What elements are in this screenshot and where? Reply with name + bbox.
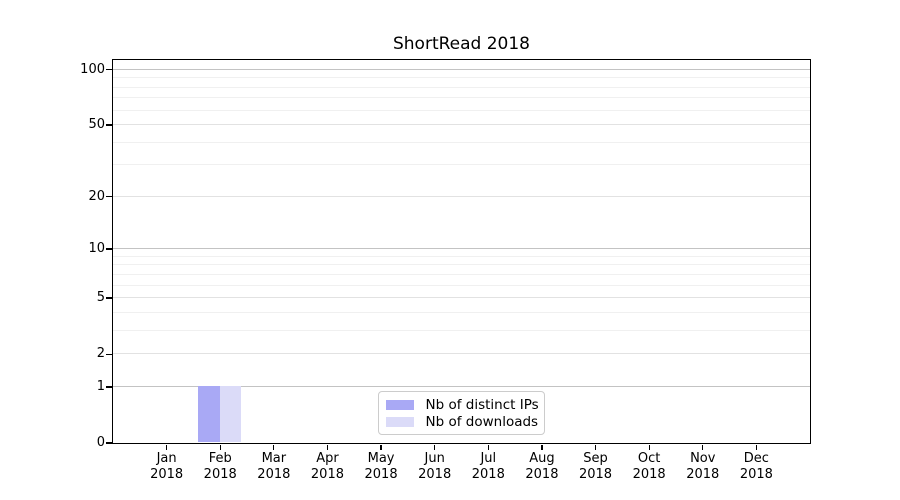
x-tick-label-apr: Apr 2018: [287, 451, 367, 483]
x-tick-label-may: May 2018: [341, 451, 421, 483]
x-tick-label-mar: Mar 2018: [234, 451, 314, 483]
x-tick-jul: [487, 444, 489, 450]
x-tick-year-jan: 2018: [150, 467, 184, 482]
gridline-1: [112, 385, 810, 387]
legend-label-distinct-ips: Nb of distinct IPs: [425, 396, 539, 413]
y-tick-label-50: 50: [88, 117, 105, 133]
x-tick-month-mar: Mar: [261, 451, 287, 466]
x-tick-month-jan: Jan: [156, 451, 177, 466]
chart-title: ShortRead 2018: [392, 34, 530, 54]
x-tick-month-jul: Jul: [480, 451, 497, 466]
gridline-minor-80: [112, 86, 810, 88]
x-tick-may: [380, 444, 382, 450]
gridline-minor-3: [112, 329, 810, 331]
x-tick-year-sep: 2018: [578, 467, 613, 482]
x-tick-month-nov: Nov: [690, 451, 716, 466]
y-tick-5: [105, 297, 112, 299]
x-tick-month-may: May: [367, 451, 395, 466]
x-tick-label-jul: Jul 2018: [448, 451, 528, 483]
gridline-2: [112, 353, 810, 355]
x-tick-year-dec: 2018: [739, 467, 773, 482]
y-tick-100: [105, 69, 112, 71]
gridline-minor-90: [112, 77, 810, 79]
x-tick-label-sep: Sep 2018: [556, 451, 636, 483]
x-tick-apr: [326, 444, 329, 450]
y-tick-label-5: 5: [96, 290, 105, 306]
y-tick-label-100: 100: [80, 61, 105, 77]
x-tick-month-feb: Feb: [208, 451, 232, 466]
legend-swatch-downloads: [385, 416, 414, 427]
x-tick-month-oct: Oct: [637, 451, 661, 466]
legend-swatch-distinct-ips: [385, 399, 414, 410]
y-tick-1: [105, 386, 112, 388]
x-tick-label-oct: Oct 2018: [609, 451, 689, 483]
x-tick-year-aug: 2018: [525, 467, 559, 482]
gridline-50: [112, 124, 810, 126]
plot-area: Nb of distinct IPs Nb of downloads: [111, 58, 811, 444]
x-tick-aug: [541, 444, 543, 450]
y-tick-20: [105, 196, 112, 198]
x-tick-jan: [165, 444, 168, 450]
gridline-20: [112, 195, 810, 197]
gridline-minor-70: [112, 97, 810, 99]
y-tick-50: [105, 124, 112, 126]
x-tick-month-apr: Apr: [316, 451, 339, 466]
y-tick-label-2: 2: [96, 346, 105, 362]
y-tick-2: [105, 353, 112, 355]
gridline-minor-40: [112, 141, 810, 143]
gridline-100: [112, 68, 810, 70]
x-tick-dec: [755, 444, 758, 450]
x-tick-label-feb: Feb 2018: [180, 451, 260, 483]
x-tick-oct: [648, 444, 650, 450]
y-tick-label-0: 0: [96, 435, 105, 450]
y-tick-10: [105, 248, 112, 250]
y-tick-0: [105, 442, 112, 444]
gridline-minor-4: [112, 311, 810, 313]
x-tick-sep: [594, 444, 597, 450]
legend: Nb of distinct IPs Nb of downloads: [377, 390, 545, 435]
x-tick-month-jun: Jun: [424, 451, 445, 466]
x-tick-feb: [219, 444, 221, 450]
x-tick-jun: [434, 444, 436, 450]
x-tick-year-jul: 2018: [471, 467, 505, 482]
legend-item-distinct-ips: Nb of distinct IPs: [385, 396, 539, 413]
x-tick-year-jun: 2018: [418, 467, 452, 482]
gridline-minor-8: [112, 264, 810, 266]
x-tick-month-dec: Dec: [743, 451, 769, 466]
x-tick-year-oct: 2018: [632, 467, 666, 482]
x-tick-year-mar: 2018: [257, 467, 291, 482]
x-tick-label-aug: Aug 2018: [502, 451, 582, 483]
x-tick-nov: [702, 444, 704, 450]
gridline-minor-7: [112, 273, 810, 275]
legend-item-downloads: Nb of downloads: [385, 413, 539, 430]
x-tick-label-dec: Dec 2018: [716, 451, 796, 483]
x-tick-mar: [273, 444, 275, 450]
x-tick-label-jan: Jan 2018: [127, 451, 207, 483]
x-tick-month-sep: Sep: [583, 451, 608, 466]
y-tick-label-20: 20: [88, 188, 105, 204]
y-tick-label-1: 1: [96, 378, 105, 394]
x-tick-year-apr: 2018: [310, 467, 344, 482]
x-tick-month-aug: Aug: [529, 451, 555, 466]
x-tick-label-nov: Nov 2018: [663, 451, 743, 483]
gridline-minor-30: [112, 164, 810, 166]
x-tick-year-may: 2018: [364, 467, 398, 482]
bar-downloads-feb: [219, 386, 242, 443]
x-tick-year-nov: 2018: [686, 467, 720, 482]
legend-label-downloads: Nb of downloads: [425, 413, 539, 430]
x-tick-label-jun: Jun 2018: [395, 451, 475, 483]
gridline-minor-60: [112, 109, 810, 111]
x-tick-year-feb: 2018: [203, 467, 237, 482]
y-tick-label-10: 10: [88, 241, 105, 257]
gridline-10: [112, 248, 810, 250]
bar-distinct-ips-feb: [198, 386, 220, 443]
gridline-minor-9: [112, 255, 810, 257]
gridline-minor-6: [112, 284, 810, 286]
gridline-5: [112, 297, 810, 299]
